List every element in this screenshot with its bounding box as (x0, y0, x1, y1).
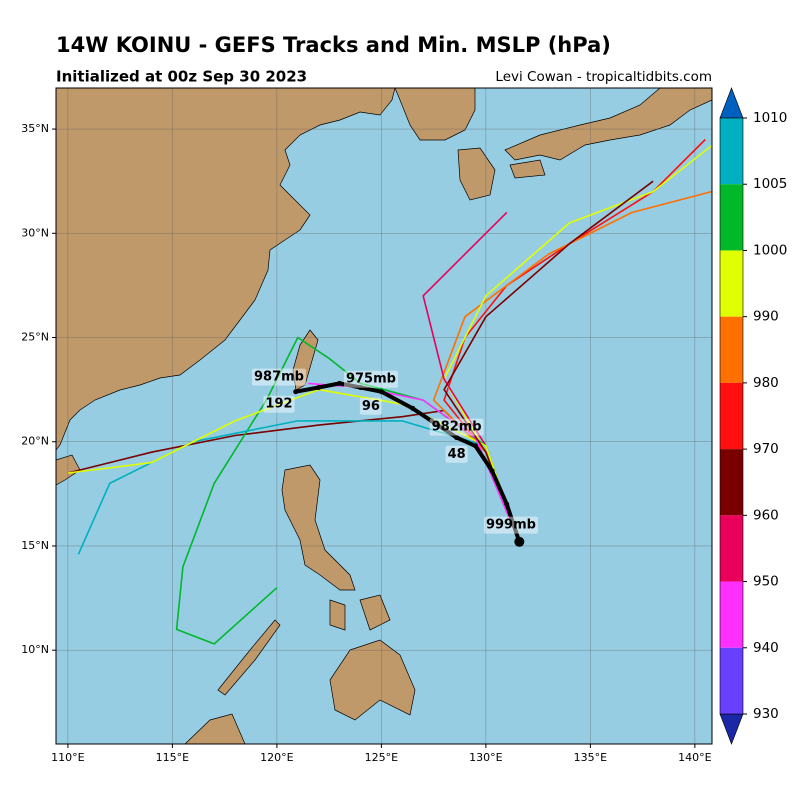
x-tick-label: 130°E (469, 751, 502, 764)
colorbar-label: 1005 (753, 176, 787, 192)
subtitle: Initialized at 00z Sep 30 2023 (56, 68, 307, 86)
track-label: 96 (362, 399, 380, 414)
colorbar-label: 1000 (753, 242, 787, 258)
track-point (504, 501, 510, 507)
colorbar-label: 940 (753, 640, 779, 656)
x-tick-label: 110°E (51, 751, 84, 764)
colorbar-label: 950 (753, 574, 779, 590)
track-point (514, 536, 525, 547)
x-tick-label: 120°E (260, 751, 293, 764)
label-bg (445, 445, 468, 463)
y-tick-label: 30°N (21, 226, 49, 239)
track-point (489, 468, 495, 474)
colorbar-label: 1010 (753, 110, 787, 126)
label-bg (343, 370, 398, 388)
colorbar-segment (720, 118, 743, 185)
colorbar-segment (720, 184, 743, 251)
track-point (429, 418, 435, 424)
main-track (295, 381, 522, 543)
label-bg (263, 395, 295, 413)
y-tick-label: 25°N (21, 331, 49, 344)
colorbar-segment (720, 449, 743, 516)
y-tick-label: 35°N (21, 122, 49, 135)
credit: Levi Cowan - tropicaltidbits.com (495, 69, 712, 85)
colorbar-label: 970 (753, 441, 779, 457)
x-tick-label: 125°E (365, 751, 398, 764)
track-label: 48 (448, 447, 466, 462)
colorbar-segment (720, 250, 743, 317)
x-tick-label: 140°E (678, 751, 711, 764)
tracks (56, 88, 712, 744)
ensemble-track (308, 382, 521, 543)
label-bg (359, 397, 382, 415)
track-point (472, 443, 478, 449)
colorbar-label: 980 (753, 375, 779, 391)
track-label: 975mb (346, 372, 396, 387)
track-point (337, 380, 343, 386)
colorbar-label: 990 (753, 309, 779, 325)
colorbar-segment (720, 647, 743, 714)
track-label: 982mb (432, 420, 482, 435)
label-bg (483, 516, 538, 534)
x-tick-label: 135°E (574, 751, 607, 764)
track-label: 999mb (486, 518, 536, 533)
title: 14W KOINU - GEFS Tracks and Min. MSLP (h… (56, 33, 611, 57)
track-point (357, 385, 363, 391)
colorbar-over (719, 87, 744, 119)
track-label: 192 (265, 397, 292, 412)
colorbar-segment (720, 515, 743, 582)
y-tick-label: 20°N (21, 435, 49, 448)
colorbar-segment (720, 581, 743, 648)
colorbar-segment (720, 382, 743, 450)
label-bg (429, 418, 484, 436)
track-label: 987mb (254, 370, 304, 385)
label-bg (251, 368, 306, 386)
colorbar-segment (720, 316, 743, 383)
track-point (293, 389, 299, 395)
track-point (378, 389, 384, 395)
track-point (454, 435, 460, 441)
map-frame (55, 87, 713, 745)
x-tick-label: 115°E (156, 751, 189, 764)
colorbar-frame (719, 117, 744, 715)
colorbar-under (719, 713, 744, 745)
y-tick-label: 10°N (21, 643, 49, 656)
track-point (316, 385, 322, 391)
colorbar-label: 960 (753, 507, 779, 523)
colorbar-label: 930 (753, 706, 779, 722)
track-point (410, 405, 416, 411)
y-tick-label: 15°N (21, 539, 49, 552)
